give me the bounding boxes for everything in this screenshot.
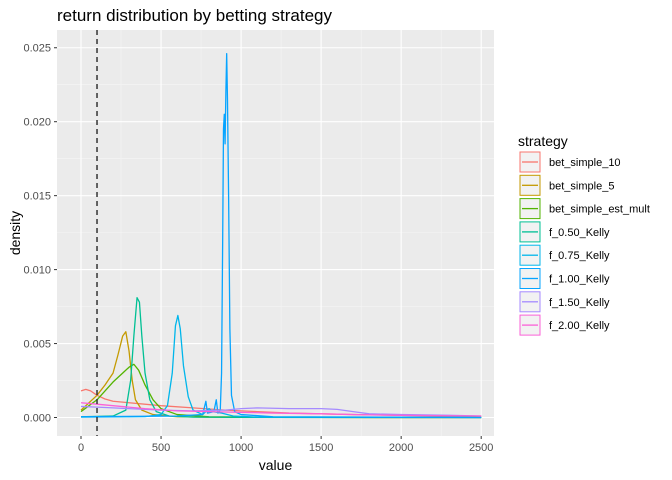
y-axis: 0.000 0.005 0.010 0.015 0.020 0.025 [23,43,57,425]
legend-title: strategy [518,133,568,149]
x-axis: 0 500 1000 1500 2000 2500 [78,436,493,454]
legend-label: f_1.00_Kelly [549,274,610,286]
legend-key-bet_simple_est_mult [519,198,541,220]
legend-key-bet_simple_10 [519,151,541,173]
y-tick-label: 0.010 [23,265,51,277]
x-axis-label: value [259,457,293,473]
legend-key-f_1.50_Kelly [519,291,541,313]
legend-label: f_2.00_Kelly [549,320,610,332]
legend-label: bet_simple_10 [549,157,621,169]
series-line-f_0.75_Kelly [81,314,482,419]
minor-gridlines [57,30,494,436]
y-tick-label: 0.020 [23,117,51,129]
x-tick-label: 0 [78,442,84,454]
x-tick-label: 2000 [389,442,413,454]
legend: strategy bet_simple_10 bet_simple_5 bet_si… [518,133,650,336]
x-tick-label: 1000 [229,442,253,454]
y-tick-label: 0.015 [23,191,51,203]
legend-key-f_2.00_Kelly [519,314,541,336]
legend-key-f_0.75_Kelly [519,244,541,266]
legend-key-f_1.00_Kelly [519,268,541,289]
y-tick-label: 0.025 [23,43,51,55]
y-tick-label: 0.000 [23,413,51,425]
chart-title: return distribution by betting strategy [57,6,332,25]
y-axis-label: density [7,211,23,255]
legend-label: f_1.50_Kelly [549,297,610,309]
plot-panel [57,30,494,436]
legend-key-f_0.50_Kelly [519,221,541,243]
series-line-f_1.50_Kelly [80,405,482,417]
legend-label: f_0.75_Kelly [549,250,610,262]
x-tick-label: 1500 [309,442,333,454]
legend-label: bet_simple_5 [549,180,614,192]
x-tick-label: 2500 [469,442,493,454]
series-line-f_2.00_Kelly [80,402,482,417]
legend-label: f_0.50_Kelly [549,227,610,239]
series-line-f_0.50_Kelly [80,297,482,419]
legend-key-bet_simple_5 [519,174,541,196]
legend-label: bet_simple_est_mult [549,204,650,216]
x-tick-label: 500 [152,442,170,454]
y-tick-label: 0.005 [23,339,51,351]
density-lines [80,53,482,419]
